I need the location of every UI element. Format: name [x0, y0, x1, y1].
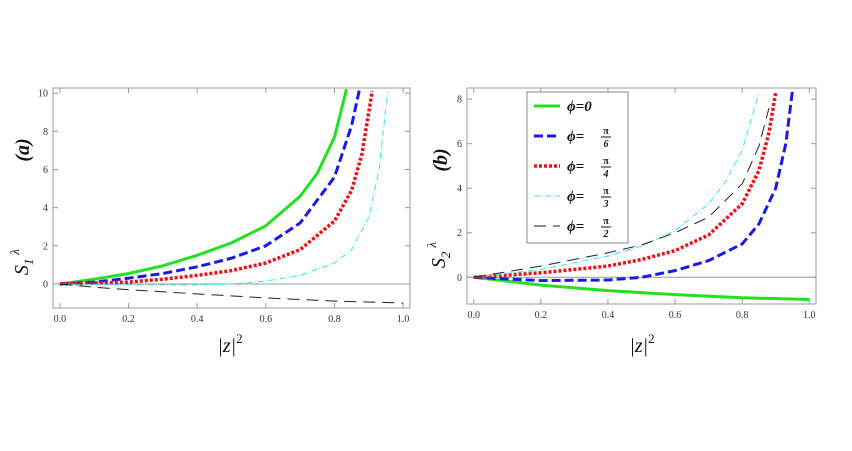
x-tick-label: 0.0: [467, 310, 480, 321]
legend-value: 0: [584, 99, 592, 115]
series-line-phi_pi6: [59, 88, 361, 286]
y-label-sup: λ: [424, 242, 439, 249]
legend-numerator: π: [603, 186, 609, 197]
x-tick-label: 0.2: [535, 310, 548, 321]
y-tick-label: 2: [457, 228, 462, 239]
x-tick-label: 0.6: [669, 310, 682, 321]
x-tick-label: 0.6: [260, 314, 273, 325]
series-line-phi_pi2: [473, 107, 770, 278]
legend-label-phi_pi6: ϕ=: [567, 129, 584, 145]
x-tick-label: 1.0: [803, 310, 816, 321]
series-line-phi0: [59, 88, 348, 286]
y-tick-label: 8: [457, 95, 462, 106]
x-label-main: |z|: [629, 335, 648, 357]
legend-label-phi_pi3: ϕ=: [567, 189, 584, 205]
x-axis-label: |z|2: [217, 331, 242, 357]
y-tick-label: 6: [43, 165, 48, 176]
y-tick-label: 6: [457, 139, 462, 150]
y-label-sub: 1: [21, 259, 36, 266]
x-label-main: |z|: [217, 335, 236, 357]
legend-lhs: ϕ=: [567, 99, 584, 115]
y-axis-label: S2 λ: [424, 242, 453, 269]
series-line-phi_pi3: [59, 91, 389, 286]
x-axis-label: |z|2: [629, 331, 654, 357]
legend-box: [526, 91, 629, 244]
y-tick-label: 0: [43, 279, 48, 290]
y-tick-label: 4: [43, 203, 48, 214]
x-tick-label: 0.0: [54, 314, 67, 325]
y-tick-label: 2: [43, 241, 48, 252]
legend-denominator: 3: [603, 199, 609, 210]
y-label-main: S: [428, 258, 450, 268]
plot-frame: [466, 87, 817, 305]
y-tick-label: 4: [457, 184, 462, 195]
legend-numerator: π: [603, 126, 609, 137]
series-line-phi_pi2: [59, 283, 404, 304]
series-line-phi0: [473, 275, 810, 301]
legend: ϕ=0ϕ= π6ϕ= π4ϕ= π3ϕ= π2: [526, 91, 629, 244]
x-tick-label: 0.4: [602, 310, 615, 321]
legend-denominator: 2: [603, 229, 609, 240]
legend-denominator: 6: [604, 139, 609, 150]
y-label-sup: λ: [7, 249, 22, 256]
series-line-phi_pi6: [473, 90, 794, 283]
x-tick-label: 1.0: [397, 314, 410, 325]
plot-frame: [52, 87, 411, 309]
series-line-phi_pi4: [59, 90, 374, 286]
legend-label-phi0: ϕ=0: [567, 99, 592, 115]
legend-label-phi_pi2: ϕ=: [567, 219, 584, 235]
legend-numerator: π: [603, 156, 609, 167]
x-tick-label: 0.4: [191, 314, 204, 325]
y-label-sub: 2: [438, 251, 453, 258]
y-label-main: S: [11, 265, 33, 275]
legend-lhs: ϕ=: [567, 159, 584, 175]
x-label-sup: 2: [648, 331, 655, 346]
legend-numerator: π: [603, 216, 609, 227]
x-label-sup: 2: [236, 331, 243, 346]
x-tick-label: 0.8: [328, 314, 341, 325]
legend-lhs: ϕ=: [567, 219, 584, 235]
panel-label: (b): [430, 148, 452, 171]
y-tick-label: 0: [457, 273, 462, 284]
panel-label: (a): [12, 138, 34, 161]
y-axis-label: S1 λ: [7, 249, 36, 276]
y-tick-label: 8: [43, 127, 48, 138]
legend-denominator: 4: [603, 169, 609, 180]
legend-lhs: ϕ=: [567, 189, 584, 205]
series-line-phi_pi3: [473, 92, 760, 278]
series-line-phi_pi4: [473, 92, 778, 280]
y-tick-label: 10: [38, 89, 48, 100]
x-tick-label: 0.2: [122, 314, 135, 325]
legend-label-phi_pi4: ϕ=: [567, 159, 584, 175]
x-tick-label: 0.8: [736, 310, 749, 321]
legend-lhs: ϕ=: [567, 129, 584, 145]
